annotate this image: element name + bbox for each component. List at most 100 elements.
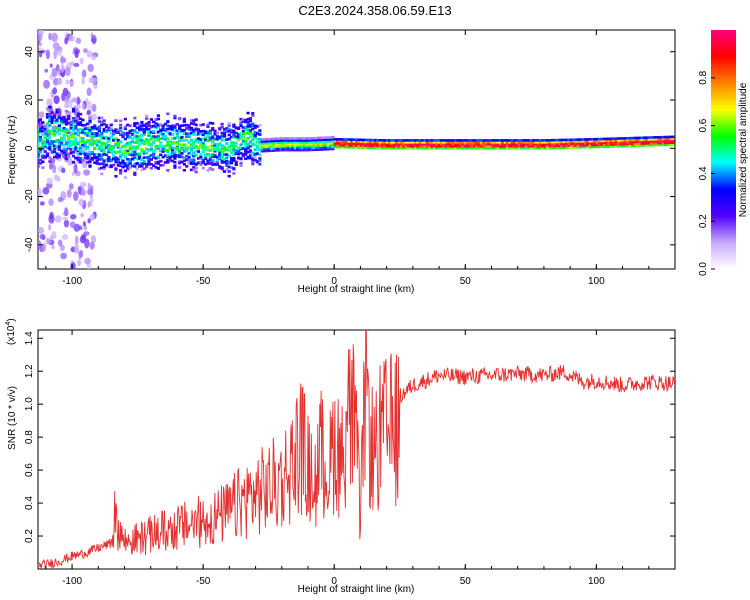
spectrogram-cell (244, 147, 248, 151)
spectrogram-cell (100, 116, 104, 120)
spectrogram-cell (166, 155, 170, 159)
spectrogram-cell (43, 135, 47, 138)
spectrogram-cell (246, 150, 250, 154)
spectrogram-cell (86, 139, 90, 142)
spectrogram-cell (324, 144, 328, 147)
spectrogram-cell (376, 146, 380, 150)
spectrogram-cell (168, 159, 172, 162)
spectrogram-cell (156, 145, 161, 149)
spectrogram-cell (246, 124, 250, 127)
spectrogram-cell (60, 151, 64, 154)
spectrogram-cell (194, 138, 198, 141)
spectrogram-cell (204, 130, 208, 133)
spectrogram-cell (166, 143, 170, 147)
spectrogram-cell (130, 150, 135, 154)
spectrogram-cell (534, 146, 538, 150)
spectrogram-cell (213, 163, 217, 166)
spectrogram-cell (378, 146, 382, 150)
spectrogram-cell (62, 147, 66, 151)
spectrogram-cell (388, 139, 392, 142)
spectrogram-cell (265, 138, 269, 141)
spectrogram-cell (383, 139, 387, 142)
spectrogram-cell (123, 154, 127, 158)
spectrogram-cell (454, 146, 458, 150)
spectrogram-cell (119, 164, 123, 168)
spectrogram-cell (286, 146, 290, 150)
spectrogram-cell (95, 156, 99, 159)
spectrogram-cell (336, 145, 340, 149)
spectrogram-cell (180, 138, 184, 142)
spectrogram-cell (562, 138, 566, 142)
spectrogram-cell (41, 142, 45, 145)
spectrogram-cell (121, 154, 125, 157)
spectrogram-cell (206, 162, 210, 165)
spectrogram-cell (628, 138, 632, 142)
spectrogram-cell (159, 137, 163, 140)
spectrogram-cell (149, 135, 153, 139)
spectrogram-cell (574, 138, 578, 141)
spectrogram-cell (411, 144, 415, 148)
spectrogram-cell (619, 137, 623, 140)
spectrogram-cell (86, 152, 90, 156)
x-tick-label: 50 (460, 576, 472, 587)
spectrogram-cell (152, 120, 156, 124)
spectrogram-cell (293, 146, 297, 150)
spectrogram-cell (128, 124, 132, 128)
spectrogram-cell (298, 137, 302, 140)
spectrogram-cell (336, 141, 340, 145)
spectrogram-cell (583, 138, 588, 141)
spectrogram-cell (45, 138, 50, 142)
spectrogram-cell (345, 142, 349, 145)
spectrogram-cell (378, 142, 382, 146)
spectrogram-cell (152, 124, 156, 128)
spectrogram-cell (260, 146, 264, 149)
spectrogram-cell (548, 140, 552, 144)
spectrogram-cell (666, 135, 670, 139)
spectrogram-cell (185, 144, 189, 147)
spectrogram-cell (102, 122, 106, 126)
spectrogram-cell (53, 95, 60, 105)
spectrogram-cell (484, 139, 488, 142)
spectrogram-cell (522, 146, 526, 150)
spectrogram-cell (326, 138, 330, 141)
spectrogram-cell (93, 135, 97, 138)
spectrogram-cell (229, 148, 234, 151)
spectrogram-cell (572, 146, 576, 149)
spectrogram-cell (149, 162, 153, 166)
spectrogram-cell (352, 138, 356, 141)
spectrogram-cell (413, 144, 418, 148)
spectrogram-cell (232, 129, 236, 133)
spectrogram-cell (156, 130, 161, 134)
spectrogram-cell (288, 141, 293, 144)
spectrogram-cell (189, 122, 194, 125)
spectrogram-cell (451, 144, 455, 148)
spectrogram-cell (97, 153, 102, 156)
spectrogram-cell (173, 125, 177, 128)
spectrogram-cell (664, 143, 668, 147)
spectrogram-cell (229, 141, 234, 144)
spectrogram-cell (218, 156, 222, 159)
spectrogram-cell (75, 37, 82, 44)
spectrogram-cell (182, 150, 186, 153)
spectrogram-cell (77, 259, 82, 267)
spectrogram-cell (114, 143, 118, 146)
spectrogram-cell (664, 137, 668, 141)
spectrogram-cell (107, 144, 111, 147)
spectrogram-cell (442, 139, 446, 142)
spectrogram-cell (505, 139, 510, 142)
spectrogram-cell (119, 150, 123, 153)
spectrogram-cell (88, 77, 96, 84)
spectrogram-cell (208, 166, 212, 170)
spectrogram-cell (81, 159, 85, 162)
spectrogram-cell (619, 141, 623, 144)
spectrogram-cell (444, 141, 448, 144)
spectrogram-cell (645, 142, 649, 145)
spectrogram-cell (95, 134, 99, 138)
spectrogram-cell (392, 139, 396, 142)
spectrogram-cell (109, 158, 113, 162)
spectrogram-cell (161, 150, 165, 153)
spectrogram-cell (43, 129, 47, 133)
spectrogram-cell (93, 153, 97, 156)
spectrogram-cell (241, 135, 245, 139)
spectrogram-cell (109, 131, 113, 135)
